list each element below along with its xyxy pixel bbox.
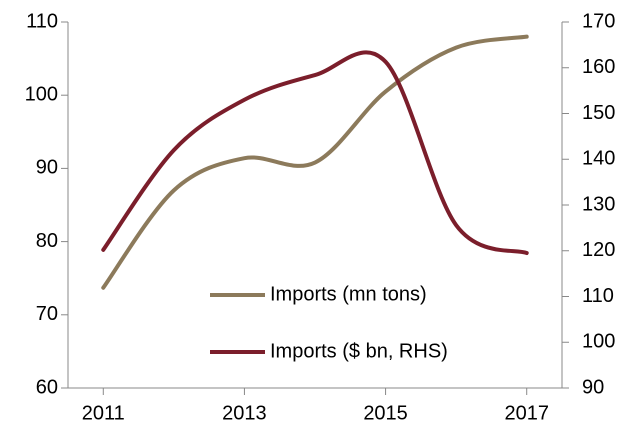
line (101, 34, 529, 290)
y2-tick-label: 120 (582, 239, 615, 261)
y2-tick-label: 160 (582, 56, 615, 78)
x-tick-label: 2017 (504, 402, 549, 424)
x-tick-label: 2013 (222, 402, 267, 424)
legend-label: Imports ($ bn, RHS) (270, 340, 448, 362)
y2-tick-label: 90 (582, 376, 604, 398)
y2-tick-label: 130 (582, 193, 615, 215)
y2-tick-label: 110 (582, 285, 614, 307)
y-tick-label: 60 (36, 376, 58, 398)
x-tick-label: 2015 (363, 402, 408, 424)
y-tick-label: 90 (36, 157, 58, 179)
line (101, 50, 529, 256)
y-tick-label: 70 (36, 303, 58, 325)
y2-tick-label: 100 (582, 331, 615, 353)
y-tick-label: 80 (36, 230, 58, 252)
x-tick-label: 2011 (82, 402, 125, 424)
y2-tick-label: 150 (582, 102, 615, 124)
y2-tick-label: 140 (582, 148, 615, 170)
y-tick-label: 100 (25, 83, 58, 105)
y2-tick-label: 170 (582, 10, 615, 32)
legend-label: Imports (mn tons) (270, 283, 427, 305)
y-tick-label: 110 (26, 10, 58, 32)
